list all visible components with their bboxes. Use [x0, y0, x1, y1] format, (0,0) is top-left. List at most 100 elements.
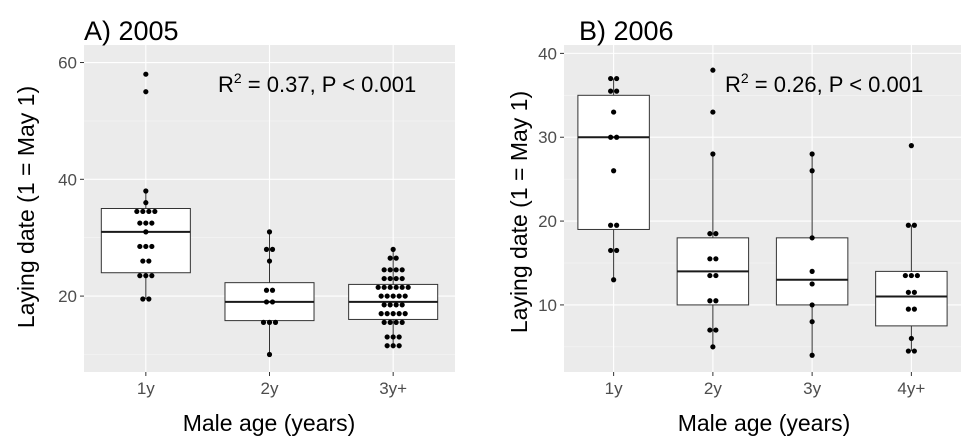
- data-point: [396, 293, 402, 299]
- data-point: [809, 319, 815, 325]
- data-point: [272, 319, 279, 325]
- data-point: [809, 268, 815, 274]
- data-point: [713, 298, 719, 304]
- panel-2005: 20 40 60 1y 2y 3y+ R2 = 0.37, P < 0.001 A) 2005…: [13, 16, 455, 436]
- data-point: [266, 351, 273, 358]
- data-point: [707, 298, 713, 304]
- data-point: [381, 319, 387, 325]
- data-point: [396, 343, 402, 349]
- data-point: [143, 71, 149, 77]
- data-point: [611, 277, 617, 283]
- data-point: [266, 319, 273, 325]
- y-tick-label: 20: [58, 287, 77, 306]
- data-point: [809, 151, 815, 157]
- data-point: [399, 275, 405, 282]
- data-point: [707, 272, 713, 279]
- data-point: [809, 352, 815, 358]
- data-point: [384, 311, 390, 317]
- data-point: [263, 246, 270, 252]
- data-point: [710, 151, 716, 157]
- data-point: [905, 289, 911, 295]
- data-point: [140, 258, 146, 264]
- y-tick-label: 20: [538, 212, 557, 231]
- data-point: [710, 109, 716, 115]
- data-point: [152, 208, 158, 215]
- data-point: [387, 267, 393, 273]
- data-point: [611, 168, 617, 174]
- data-point: [908, 272, 914, 279]
- data-point: [611, 109, 617, 115]
- data-point: [809, 235, 815, 241]
- data-point: [614, 88, 620, 94]
- data-point: [260, 319, 267, 325]
- data-point: [263, 299, 270, 305]
- panel-title: A) 2005: [84, 16, 179, 46]
- data-point: [143, 200, 149, 206]
- data-point: [710, 67, 716, 73]
- data-point: [608, 222, 614, 228]
- stats-annotation: R2 = 0.37, P < 0.001: [218, 70, 416, 97]
- data-point: [378, 311, 384, 317]
- data-point: [381, 302, 387, 308]
- data-point: [608, 247, 614, 254]
- data-point: [149, 273, 155, 279]
- data-point: [143, 243, 149, 250]
- data-point: [146, 208, 152, 215]
- data-point: [137, 273, 143, 279]
- data-point: [146, 296, 152, 302]
- data-point: [375, 284, 381, 290]
- data-point: [381, 275, 387, 282]
- data-point: [390, 293, 396, 299]
- x-tick-label: 1y: [605, 379, 623, 398]
- data-point: [908, 143, 914, 149]
- data-point: [809, 281, 815, 287]
- data-point: [608, 134, 614, 140]
- data-point: [911, 289, 917, 295]
- data-point: [713, 272, 719, 279]
- data-point: [402, 311, 408, 317]
- data-point: [143, 273, 149, 279]
- data-point: [149, 243, 155, 250]
- data-point: [266, 258, 273, 264]
- data-point: [269, 246, 276, 252]
- data-point: [378, 293, 384, 299]
- data-point: [707, 256, 713, 262]
- data-point: [146, 258, 152, 264]
- data-point: [143, 229, 149, 235]
- data-point: [914, 272, 920, 279]
- data-point: [143, 89, 149, 95]
- data-point: [902, 272, 908, 279]
- x-tick-label: 3y: [803, 379, 821, 398]
- data-point: [390, 311, 396, 317]
- data-point: [399, 284, 405, 290]
- data-point: [614, 247, 620, 254]
- data-point: [263, 287, 270, 293]
- data-point: [908, 335, 914, 342]
- data-point: [707, 231, 713, 237]
- y-tick-label: 30: [538, 128, 557, 147]
- data-point: [390, 246, 396, 252]
- x-tick-label: 2y: [261, 379, 279, 398]
- data-point: [384, 293, 390, 299]
- data-point: [713, 256, 719, 262]
- data-point: [387, 255, 393, 261]
- data-point: [393, 284, 399, 290]
- data-point: [269, 287, 276, 293]
- y-axis-label: Laying date (1 = May 1): [13, 86, 39, 328]
- data-point: [399, 302, 405, 308]
- data-point: [608, 88, 614, 94]
- data-point: [713, 327, 719, 333]
- x-axis-label: Male age (years): [678, 410, 851, 436]
- data-point: [809, 302, 815, 308]
- data-point: [393, 275, 399, 282]
- data-point: [137, 243, 143, 250]
- data-point: [399, 267, 405, 273]
- y-axis-label: Laying date (1 = May 1): [506, 91, 532, 333]
- data-point: [396, 334, 402, 340]
- box: [875, 270, 948, 327]
- data-point: [381, 267, 387, 273]
- box: [577, 94, 650, 230]
- data-point: [911, 348, 917, 354]
- data-point: [402, 293, 408, 299]
